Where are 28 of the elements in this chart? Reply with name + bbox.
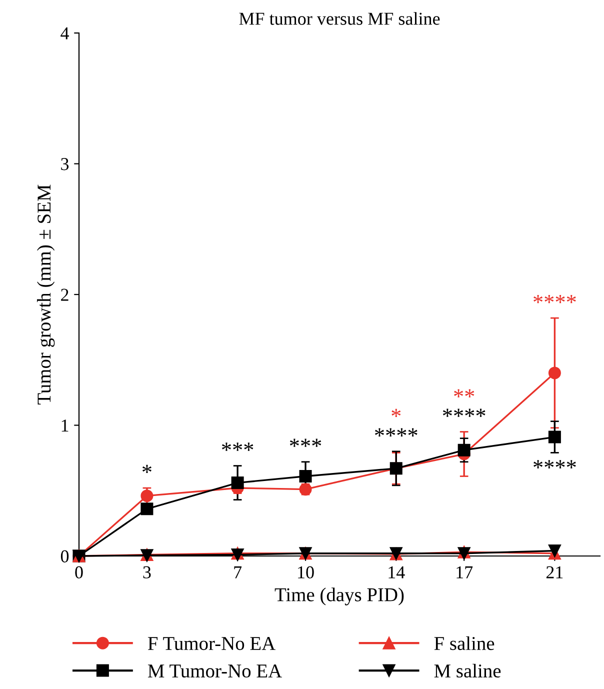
annotation: **** [442, 408, 486, 417]
annotation: * [142, 464, 152, 474]
x-axis-title: Time (days PID) [274, 588, 404, 606]
legend-label: F Tumor-No EA [148, 637, 276, 650]
y-tick-label: 2 [61, 288, 68, 301]
annotation: ** [454, 389, 474, 398]
y-tick-label: 1 [62, 420, 68, 432]
x-tick-label: 14 [388, 566, 405, 578]
annotation: *** [290, 438, 322, 447]
y-tick-label: 4 [60, 27, 69, 40]
annotation: **** [534, 460, 576, 468]
y-tick-label: 0 [60, 550, 69, 562]
annotation: **** [374, 428, 418, 436]
x-tick-label: 0 [75, 566, 83, 578]
x-tick-label: 21 [546, 566, 563, 578]
legend-label: M Tumor-No EA [148, 664, 282, 678]
y-tick-label: 3 [61, 158, 69, 170]
x-tick-label: 3 [143, 566, 151, 578]
x-tick-label: 7 [234, 566, 242, 578]
annotation: *** [222, 442, 254, 451]
x-tick-label: 17 [456, 566, 473, 578]
legend-label: M saline [434, 664, 501, 678]
y-axis-title: Tumor growth (mm) ± SEM [37, 184, 55, 404]
annotation: **** [534, 294, 576, 304]
x-tick-label: 10 [298, 566, 314, 578]
legend-label: F saline [434, 636, 494, 650]
annotation: * [392, 408, 401, 418]
chart-title: MF tumor versus MF saline [239, 12, 440, 25]
